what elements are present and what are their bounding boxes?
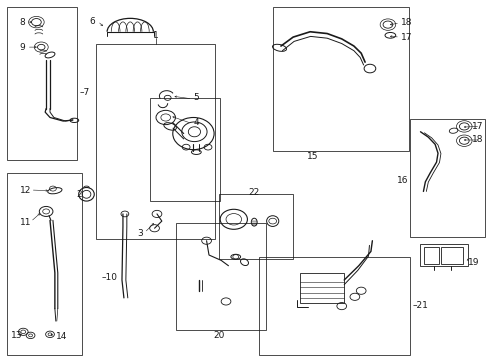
Bar [419,244,467,266]
Text: 5: 5 [193,93,199,102]
Text: 22: 22 [248,188,259,197]
Bar [259,257,409,355]
Text: 12: 12 [20,185,31,194]
Text: 18: 18 [400,18,412,27]
Text: 13: 13 [11,331,22,340]
Text: 17: 17 [400,33,412,42]
Bar [7,173,81,355]
Text: –21: –21 [411,301,427,310]
Bar [219,194,292,258]
Bar [7,7,77,160]
Text: 9: 9 [20,42,25,51]
Bar [149,98,220,202]
Bar [272,7,408,152]
Text: –10: –10 [101,273,117,282]
Text: 8: 8 [20,18,25,27]
Bar [424,247,438,264]
Text: 1: 1 [153,31,159,40]
Text: 17: 17 [471,122,483,131]
Bar [409,119,484,237]
Bar [441,247,462,264]
Text: 14: 14 [56,332,67,341]
Text: 6: 6 [89,17,95,26]
Text: 15: 15 [306,152,318,161]
Text: –7: –7 [79,88,89,97]
Text: 20: 20 [213,331,224,340]
Text: 16: 16 [397,176,408,185]
Bar [176,223,266,330]
Bar [300,273,344,303]
Text: 19: 19 [467,258,479,267]
Text: 11: 11 [20,219,31,228]
Text: 3: 3 [137,229,143,238]
Text: 4: 4 [193,118,199,127]
Text: 2: 2 [76,190,81,199]
Text: 18: 18 [471,135,483,144]
Bar [96,44,215,239]
